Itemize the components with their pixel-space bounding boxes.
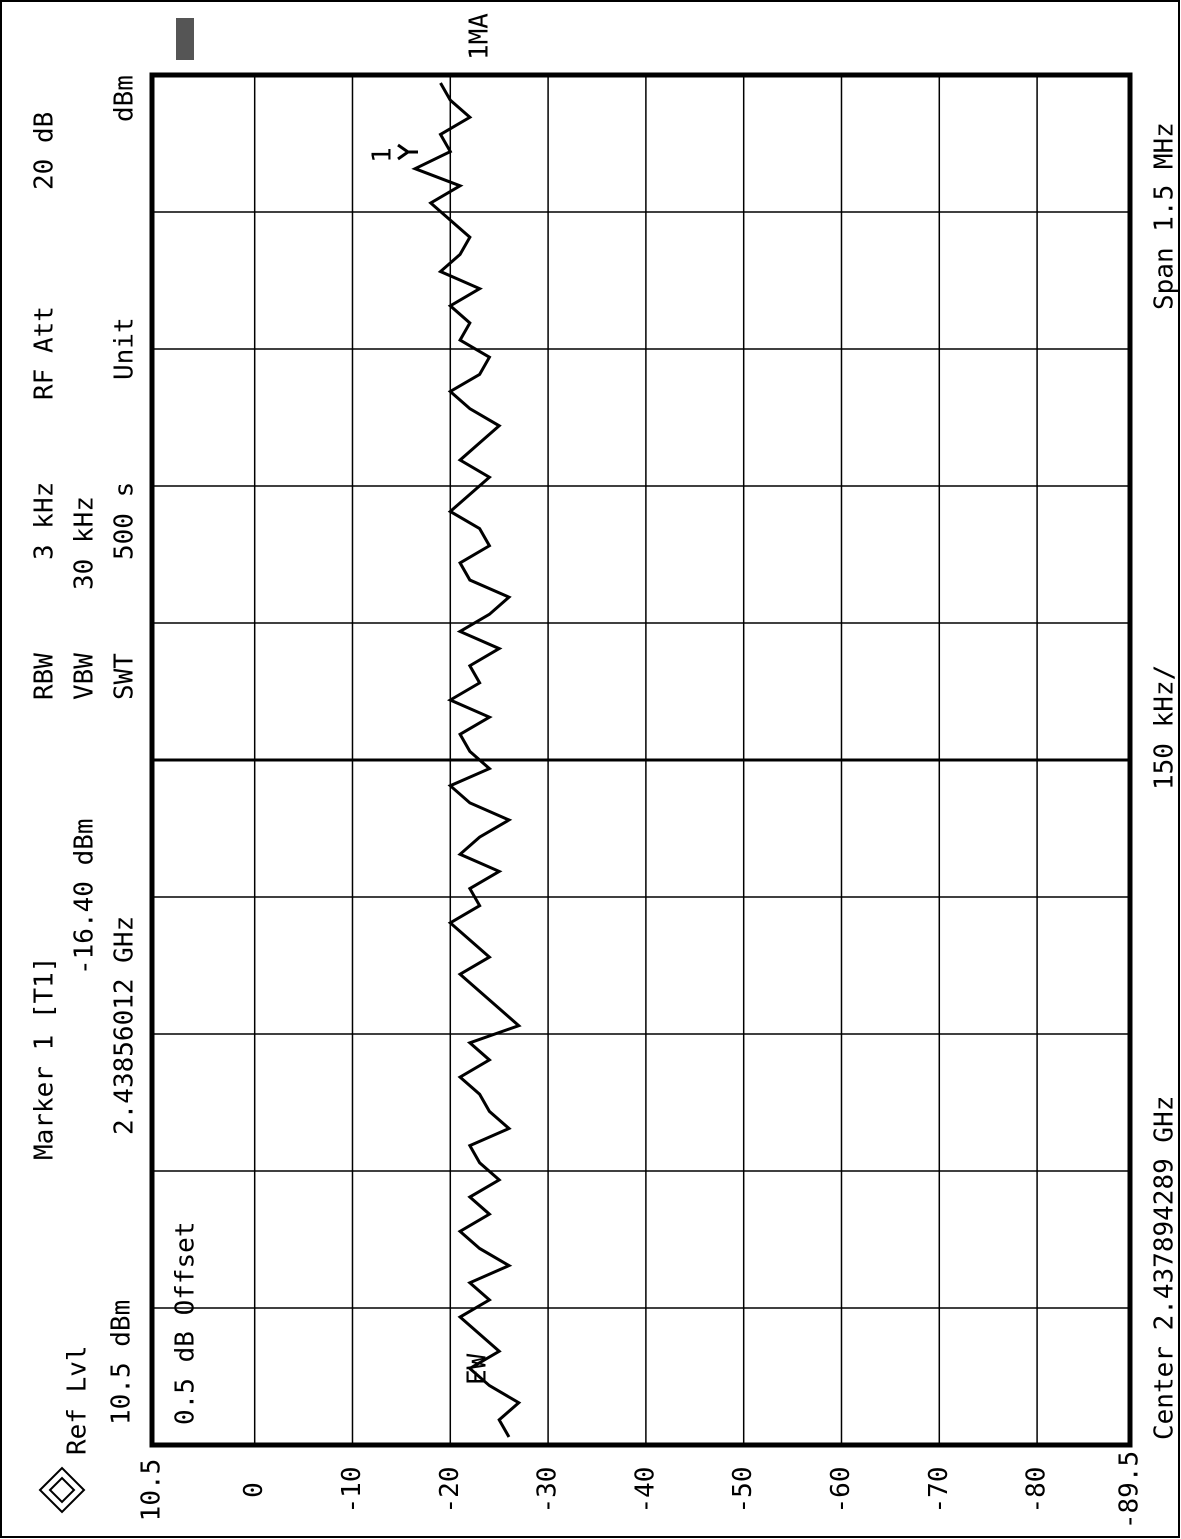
swt-label: SWT: [110, 653, 140, 700]
swt-value: 500 s: [110, 482, 140, 560]
span: Span 1.5 MHz: [1150, 122, 1180, 310]
rf-att-value: 20 dB: [30, 112, 60, 190]
marker-freq: 2.43856012 GHz: [110, 916, 140, 1135]
y-tick-label: -10: [337, 1467, 367, 1514]
rf-att-label: RF Att: [30, 306, 60, 400]
y-tick-label: -80: [1022, 1467, 1052, 1514]
center-freq: Center 2.437894289 GHz: [1150, 1096, 1180, 1440]
y-tick-label: 10.5: [137, 1459, 167, 1522]
freq-grid: [152, 211, 1130, 1309]
unit-value: dBm: [110, 75, 140, 122]
y-tick-label: -70: [924, 1467, 954, 1514]
status-icon: [176, 18, 194, 60]
offset-label: 0.5 dB Offset: [171, 1222, 201, 1426]
rbw-label: RBW: [30, 653, 60, 700]
marker-label: Marker 1 [T1]: [30, 957, 60, 1161]
marker-level: -16.40 dBm: [70, 818, 100, 975]
y-tick-label: 0: [239, 1482, 269, 1498]
vbw-label: VBW: [70, 653, 100, 700]
marker-number: 1: [368, 147, 398, 163]
ref-level-value: 10.5 dBm: [107, 1300, 137, 1425]
ref-level-label: Ref Lvl: [63, 1345, 93, 1455]
marker-symbol: [397, 143, 418, 161]
trace: [411, 82, 522, 1438]
y-tick-label: -89.5: [1115, 1451, 1145, 1529]
y-tick-label: -40: [630, 1467, 660, 1514]
y-tick-label: -60: [826, 1467, 856, 1514]
y-tick-label: -30: [533, 1467, 563, 1514]
vbw-value: 30 kHz: [70, 496, 100, 590]
rbw-value: 3 kHz: [30, 482, 60, 560]
y-tick-label: -50: [728, 1467, 758, 1514]
trace-label: 1MA: [465, 13, 495, 60]
y-tick-label: -20: [435, 1467, 465, 1514]
per-div: 150 kHz/: [1150, 665, 1180, 790]
unit-label: Unit: [110, 317, 140, 380]
logo: [38, 1466, 86, 1514]
